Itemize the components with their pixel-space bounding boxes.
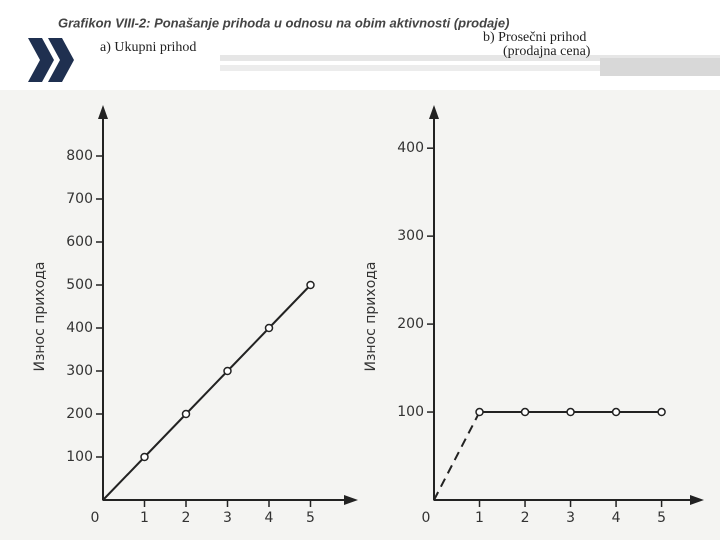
y-tick-label: 800 [66,148,93,164]
y-tick-label: 600 [66,234,93,250]
chart-subtitle: b) Prosečni prihod [483,30,586,45]
y-tick-label: 400 [397,140,424,156]
y-axis-arrow [429,105,439,119]
data-point [140,452,149,462]
x-axis-arrow [690,495,704,505]
x-tick-label: 3 [566,510,575,526]
y-tick-label: 500 [66,277,93,293]
data-point [657,407,666,417]
y-tick-label: 200 [66,406,93,422]
header-stripes [220,55,720,76]
data-point [306,280,315,290]
data-line-dashed [433,411,481,501]
chart-subtitle: (prodajna cena) [503,44,591,59]
data-point [264,323,274,333]
y-tick-label: 100 [397,404,424,420]
scan-background [0,90,720,540]
y-tick-label: 100 [66,449,93,465]
data-point [566,407,575,417]
data-point [475,407,484,417]
data-point [181,409,191,419]
slide-title: Grafikon VIII-2: Ponašanje prihoda u odn… [58,15,509,30]
y-axis-label: Износ прихода [363,261,379,371]
x-tick-label: 5 [657,510,666,526]
chart-subtitle: a) Ukupni prihod [100,40,196,55]
y-tick-label: 700 [66,191,93,207]
x-tick-label: 5 [306,510,315,526]
y-tick-label: 200 [397,316,424,332]
y-tick-label: 400 [66,320,93,336]
data-point [223,366,232,376]
x-tick-label: 4 [265,510,274,526]
data-line [102,284,312,501]
y-tick-label: 300 [66,363,93,379]
x-tick-label: 1 [475,510,484,526]
x-tick-label: 0 [91,510,100,526]
x-tick-label: 1 [140,510,149,526]
x-tick-label: 2 [182,510,191,526]
y-tick-label: 300 [397,228,424,244]
data-point [520,407,530,417]
x-tick-label: 2 [521,510,530,526]
logo [28,38,74,82]
x-tick-label: 0 [422,510,431,526]
x-tick-label: 4 [612,510,621,526]
x-tick-label: 3 [223,510,232,526]
x-axis-arrow [344,495,358,505]
y-axis-label: Износ прихода [32,261,48,371]
y-axis-arrow [98,105,108,119]
data-point [611,407,621,417]
